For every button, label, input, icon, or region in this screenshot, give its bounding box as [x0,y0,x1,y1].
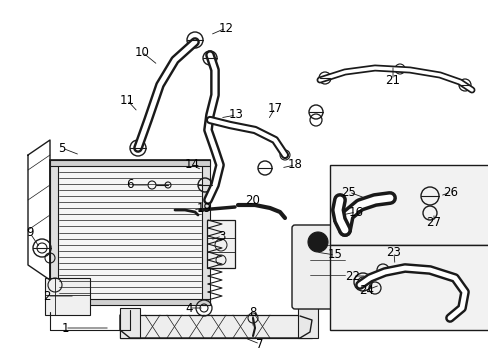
Bar [329,165,488,245]
Bar [50,299,209,305]
Text: 9: 9 [26,226,34,239]
Bar [202,160,209,305]
Bar [120,315,311,338]
Text: 17: 17 [267,102,282,114]
Text: 2: 2 [43,289,51,302]
Text: 11: 11 [119,94,134,107]
Text: 18: 18 [287,158,302,171]
Bar [120,308,140,338]
Text: 10: 10 [134,45,149,58]
Text: 8: 8 [249,306,256,319]
Text: 23: 23 [386,247,401,260]
Text: 24: 24 [359,284,374,297]
FancyBboxPatch shape [291,225,365,309]
Text: 15: 15 [327,248,342,261]
Text: 1: 1 [61,321,69,334]
Circle shape [307,232,327,252]
Text: 22: 22 [345,270,360,283]
Text: 21: 21 [385,73,400,86]
Bar [50,160,58,305]
Text: 16: 16 [348,206,363,219]
Text: 7: 7 [256,338,263,351]
Text: 12: 12 [218,22,233,35]
Text: 20: 20 [245,194,260,207]
Bar [297,308,317,338]
Text: 27: 27 [426,216,441,229]
Text: 25: 25 [341,185,356,198]
Text: 4: 4 [185,302,192,315]
Bar [50,160,209,166]
Text: 13: 13 [228,108,243,122]
Bar [206,220,235,268]
Bar [50,160,209,305]
Text: 19: 19 [196,202,211,215]
Text: 6: 6 [126,179,134,192]
Text: 5: 5 [58,141,65,154]
Text: 3: 3 [218,230,225,243]
Bar [329,245,488,330]
Text: 14: 14 [184,158,199,171]
Bar [45,278,90,315]
Text: 26: 26 [443,185,458,198]
